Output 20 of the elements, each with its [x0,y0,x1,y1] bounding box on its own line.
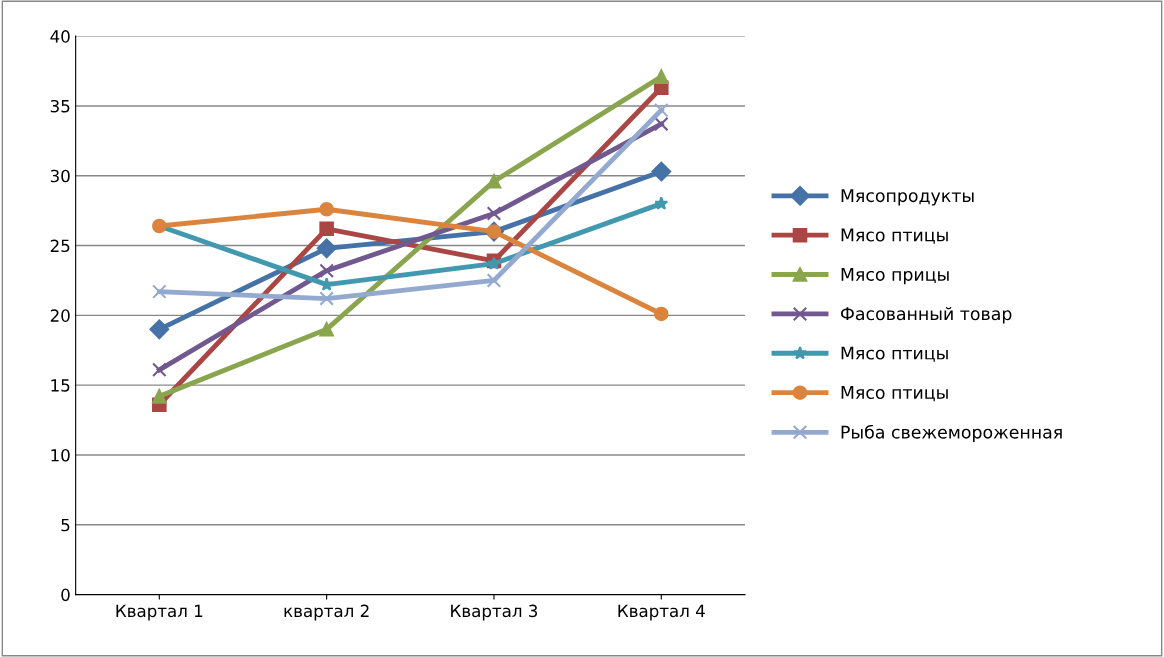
legend-label: Фасованный товар [840,306,1012,324]
x-tick-label: Квартал 4 [618,604,705,621]
legend-label: Мясо птицы [841,346,948,362]
legend-label: Мясо птицы [841,228,948,244]
x-tick-label: квартал 2 [284,604,369,621]
y-tick-label: 35 [50,99,70,113]
legend-label: Мясо прицы [841,267,949,285]
y-tick-label: 0 [61,588,70,602]
y-tick-label: 40 [50,30,70,43]
x-tick-label: Квартал 3 [451,604,538,621]
y-tick-label: 15 [51,379,70,392]
y-tick-label: 20 [50,309,70,322]
y-tick-label: 30 [50,169,70,183]
legend-label: Рыба свежемороженная [841,424,1062,443]
legend-label: Мясо птицы [841,386,948,402]
y-tick-label: 25 [50,239,70,253]
legend-label: Мясопродукты [841,189,974,206]
y-tick-label: 10 [51,448,70,462]
x-tick-label: Квартал 1 [116,604,203,621]
y-tick-label: 5 [61,518,70,532]
